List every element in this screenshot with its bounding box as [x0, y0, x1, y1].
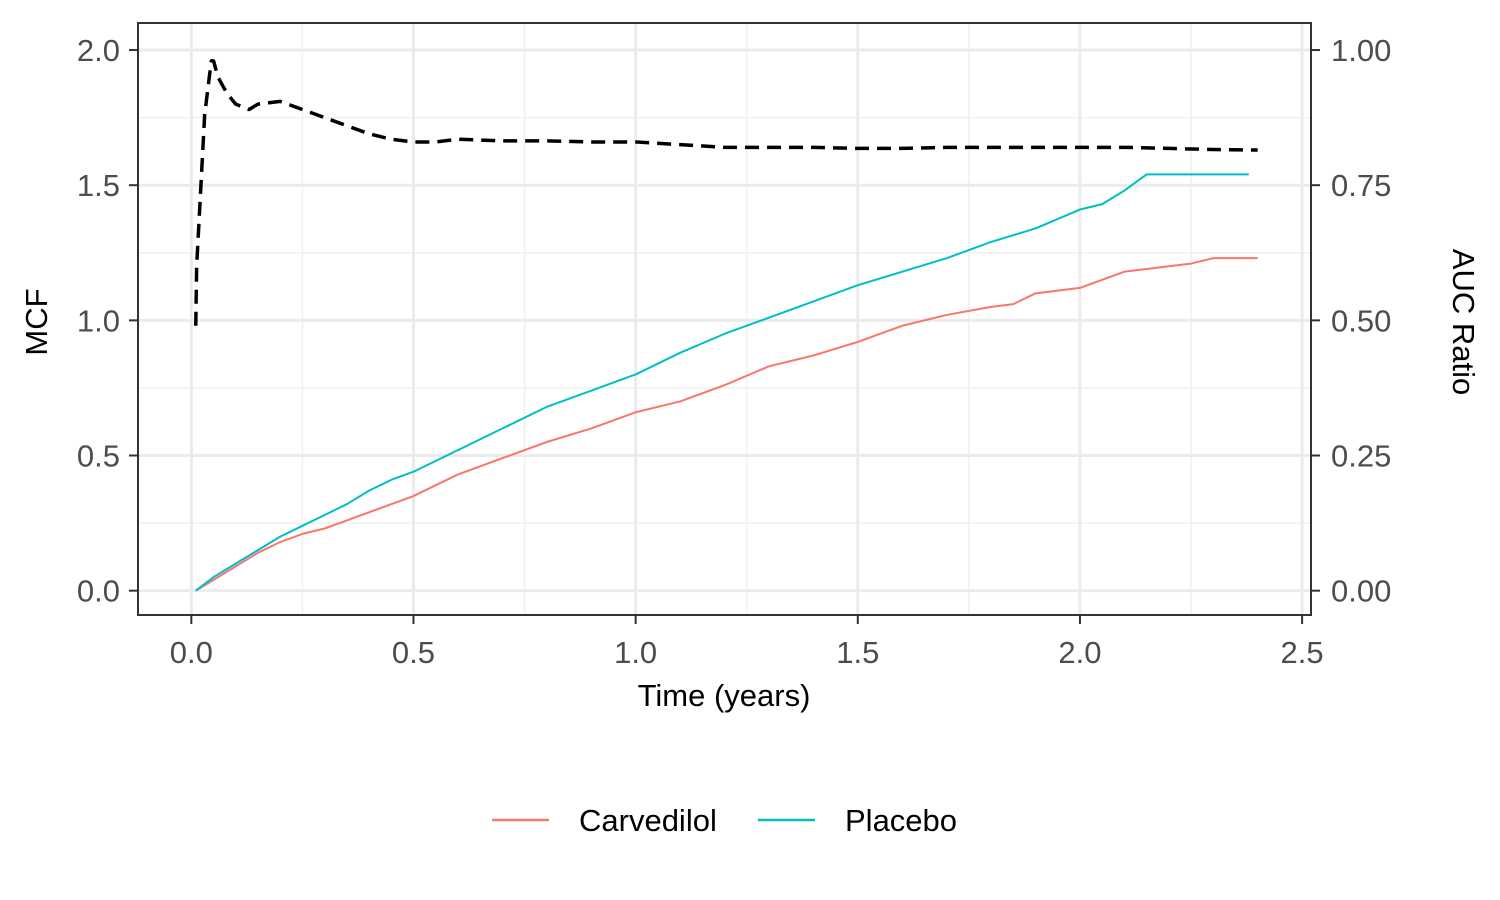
plot-border — [137, 22, 1312, 616]
y2-tick-label: 1.00 — [1331, 33, 1391, 68]
major-gridlines — [138, 23, 1311, 615]
legend: Carvedilol Placebo — [492, 803, 957, 838]
legend-item-placebo: Placebo — [758, 803, 957, 838]
y-axis-right: 0.00 0.25 0.50 0.75 1.00 — [1311, 33, 1391, 609]
y-axis-left: 0.0 0.5 1.0 1.5 2.0 — [77, 33, 138, 609]
legend-label: Carvedilol — [579, 803, 717, 838]
y2-axis-title: AUC Ratio — [1446, 249, 1481, 395]
y-tick-label: 2.0 — [77, 33, 120, 68]
y-tick-label: 0.0 — [77, 574, 120, 609]
carvedilol-line — [195, 257, 1258, 592]
x-axis: 0.0 0.5 1.0 1.5 2.0 2.5 — [170, 615, 1324, 670]
y2-tick-label: 0.50 — [1331, 303, 1391, 338]
y-axis-title: MCF — [19, 288, 54, 355]
legend-item-carvedilol: Carvedilol — [492, 803, 717, 838]
x-tick-label: 0.5 — [392, 635, 435, 670]
auc-ratio-line — [194, 59, 1258, 326]
placebo-line — [195, 173, 1249, 592]
y2-tick-label: 0.75 — [1331, 168, 1391, 203]
y-tick-label: 1.0 — [77, 303, 120, 338]
legend-label: Placebo — [845, 803, 957, 838]
y2-tick-label: 0.00 — [1331, 574, 1391, 609]
y-tick-label: 1.5 — [77, 168, 120, 203]
x-tick-label: 2.0 — [1058, 635, 1101, 670]
y2-tick-label: 0.25 — [1331, 439, 1391, 474]
minor-gridlines — [138, 23, 1311, 615]
series-layer — [194, 59, 1258, 592]
x-tick-label: 0.0 — [170, 635, 213, 670]
y-tick-label: 0.5 — [77, 439, 120, 474]
x-axis-title: Time (years) — [638, 678, 811, 713]
x-tick-label: 1.0 — [614, 635, 657, 670]
x-tick-label: 1.5 — [836, 635, 879, 670]
x-tick-label: 2.5 — [1281, 635, 1324, 670]
